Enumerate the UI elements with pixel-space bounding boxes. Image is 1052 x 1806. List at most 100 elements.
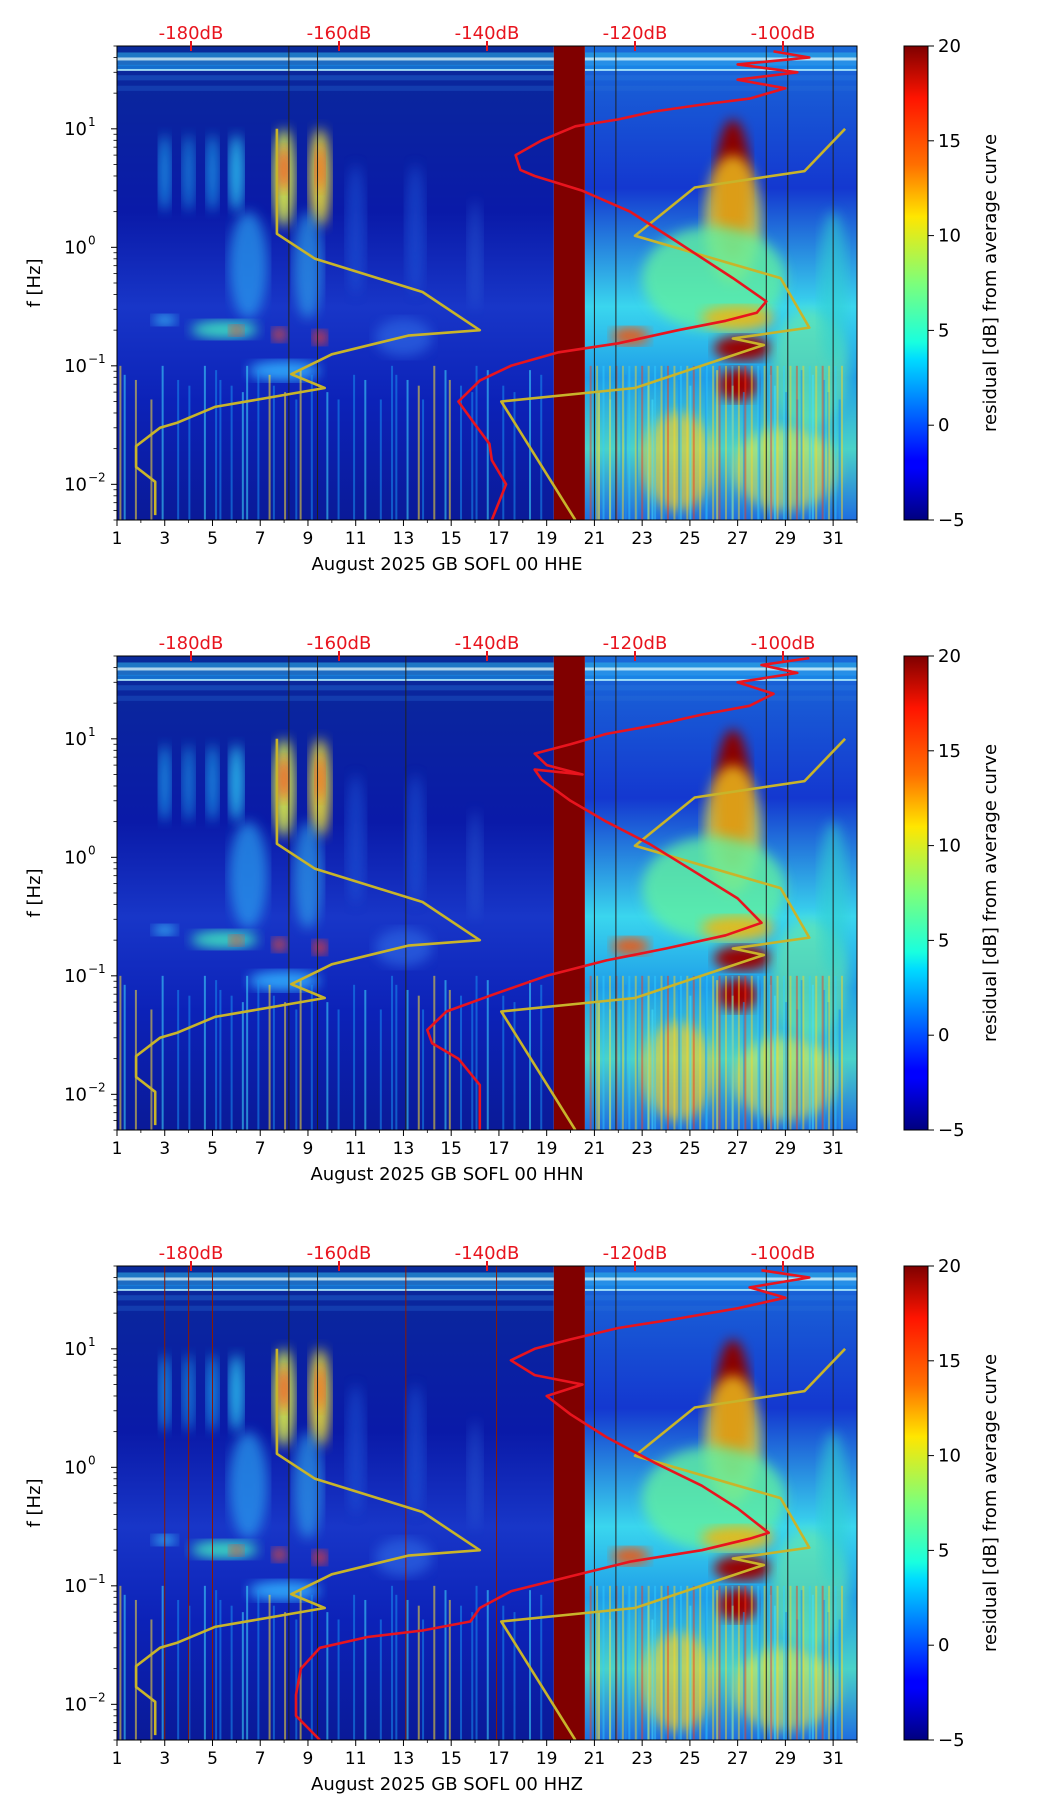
streak — [215, 980, 218, 1130]
streak — [596, 365, 599, 520]
y-tick-label: 10 — [64, 966, 87, 987]
streak — [802, 365, 805, 520]
streak — [654, 1585, 657, 1740]
colorbar-tick-label: 15 — [938, 131, 961, 152]
streak — [161, 1585, 164, 1740]
db-tick-label: -180dB — [159, 23, 224, 44]
y-tick-exponent: −2 — [88, 1080, 106, 1094]
db-tick-label: -140dB — [455, 633, 520, 654]
spectral-feature — [467, 1420, 483, 1530]
streak — [621, 975, 624, 1130]
streak — [716, 1590, 719, 1740]
streak — [444, 980, 447, 1130]
streak — [773, 995, 776, 1130]
db-tick-label: -100dB — [751, 23, 816, 44]
streak — [513, 1002, 516, 1130]
spectral-feature — [182, 134, 195, 212]
spectral-feature — [191, 1540, 258, 1559]
top-noise-band — [117, 1305, 857, 1311]
streak — [123, 1594, 126, 1740]
streak — [268, 374, 271, 520]
streak — [364, 989, 367, 1130]
streak — [783, 1585, 785, 1740]
streak — [770, 365, 773, 520]
streak — [406, 1599, 409, 1740]
streak — [699, 1585, 702, 1740]
streak — [272, 385, 275, 520]
streak — [686, 365, 689, 520]
streak — [634, 975, 637, 1130]
streak — [615, 1585, 618, 1740]
x-tick-label: 25 — [679, 529, 701, 549]
streak — [161, 365, 164, 520]
psd-curve-line — [294, 1269, 811, 1740]
spectral-feature — [229, 935, 244, 946]
streak — [785, 392, 788, 520]
streak — [654, 365, 657, 520]
streak — [602, 975, 605, 1130]
spectral-feature — [713, 945, 772, 971]
streak — [769, 374, 772, 520]
streak — [502, 385, 505, 520]
x-axis-label: August 2025 GB SOFL 00 HHZ — [311, 1774, 583, 1795]
streak — [834, 975, 837, 1130]
spectral-feature — [191, 320, 258, 339]
streak — [795, 365, 798, 520]
noise-model-right-line — [499, 127, 847, 520]
x-tick-label: 9 — [303, 529, 314, 549]
streak — [203, 365, 206, 520]
streak — [689, 1605, 692, 1740]
top-noise-band — [117, 1295, 857, 1301]
x-tick-label: 11 — [345, 1749, 367, 1769]
streak — [150, 399, 153, 520]
x-tick-label: 9 — [303, 1139, 314, 1159]
streak — [689, 995, 692, 1130]
streak — [448, 989, 451, 1130]
x-tick-label: 27 — [727, 1139, 749, 1159]
streak — [219, 379, 222, 520]
x-tick-label: 1 — [112, 1749, 123, 1769]
streak — [750, 1585, 753, 1740]
db-tick-label: -100dB — [751, 633, 816, 654]
streak — [757, 365, 760, 520]
streak — [838, 399, 841, 520]
colorbar — [903, 1265, 929, 1741]
y-tick-exponent: 1 — [88, 725, 96, 739]
streak — [673, 975, 676, 1130]
streak — [471, 1612, 474, 1740]
streak — [776, 975, 779, 1130]
streak — [834, 1585, 837, 1740]
top-noise-band — [117, 1288, 857, 1291]
spectral-feature — [405, 164, 425, 295]
streak — [598, 392, 600, 520]
db-tick-label: -140dB — [455, 23, 520, 44]
streak — [475, 1585, 478, 1740]
streak — [395, 374, 398, 520]
db-tick-label: -180dB — [159, 633, 224, 654]
y-tick-exponent: 0 — [88, 233, 96, 247]
spectral-feature — [229, 1431, 268, 1539]
streak — [769, 984, 772, 1130]
streak — [750, 975, 753, 1130]
colorbar — [903, 655, 929, 1131]
streak — [811, 374, 814, 520]
streak — [635, 989, 638, 1130]
streak — [246, 365, 249, 520]
streak — [608, 365, 611, 520]
streak — [634, 365, 637, 520]
spectral-feature — [312, 1550, 328, 1565]
streak — [838, 1619, 841, 1740]
streak — [219, 1599, 222, 1740]
spectral-feature — [611, 327, 650, 345]
x-tick-label: 19 — [536, 1749, 558, 1769]
streak — [731, 995, 734, 1130]
colorbar-tick-label: 5 — [938, 1540, 949, 1561]
streak — [448, 1599, 451, 1740]
streak — [704, 975, 707, 1130]
spectral-feature — [229, 821, 268, 929]
streak — [310, 374, 313, 520]
streak — [783, 365, 785, 520]
streak — [662, 975, 665, 1130]
x-tick-label: 9 — [303, 1749, 314, 1769]
